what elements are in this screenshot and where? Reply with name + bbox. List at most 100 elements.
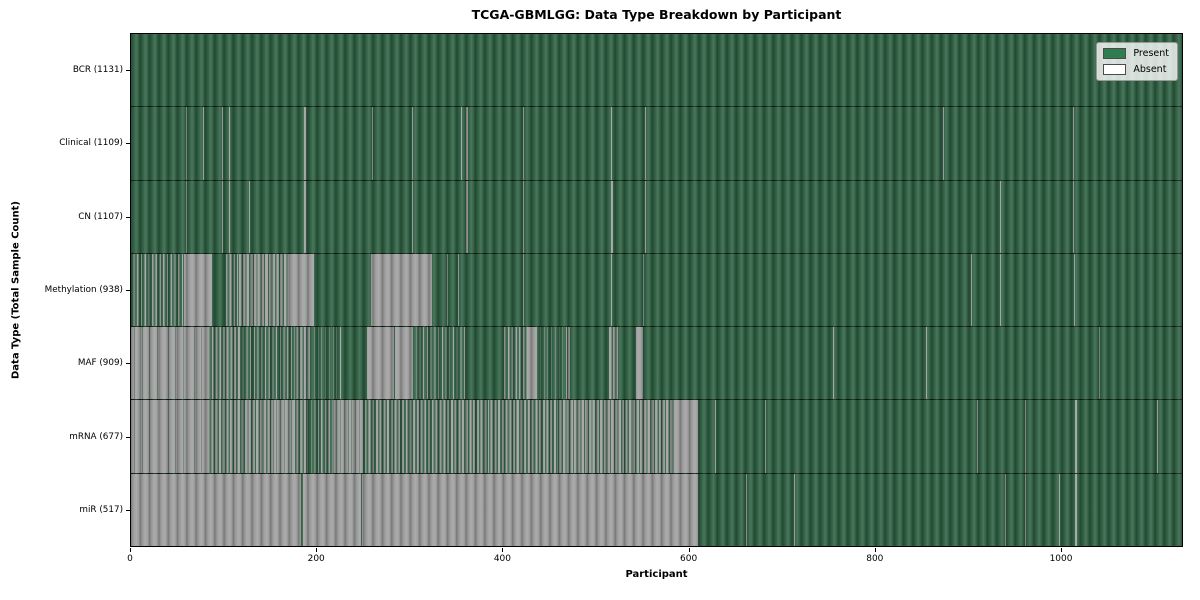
legend-item-present: Present	[1103, 48, 1169, 59]
absent-segment	[371, 107, 373, 180]
absent-segment	[465, 180, 469, 253]
x-tick-mark	[502, 548, 504, 552]
chart-title: TCGA-GBMLGG: Data Type Breakdown by Part…	[471, 7, 842, 22]
x-tick-mark	[1061, 548, 1063, 552]
mixed-segment	[295, 327, 312, 400]
legend-absent-label: Absent	[1133, 64, 1167, 75]
absent-segment	[302, 473, 362, 546]
absent-segment	[288, 253, 315, 327]
absent-segment	[943, 107, 945, 180]
present-swatch	[1103, 48, 1127, 59]
x-axis-title: Participant	[625, 569, 688, 580]
absent-segment	[794, 473, 796, 546]
row-CN	[131, 180, 1182, 254]
mixed-segment	[607, 327, 618, 400]
mixed-segment	[209, 327, 240, 400]
mixed-segment	[311, 327, 341, 400]
x-tick-mark	[316, 548, 318, 552]
mixed-segment	[307, 400, 319, 473]
y-tick-mark	[126, 290, 130, 291]
absent-segment	[458, 253, 460, 327]
absent-segment	[303, 107, 306, 180]
legend-item-absent: Absent	[1103, 64, 1169, 75]
plot-area: Present Absent	[130, 33, 1183, 547]
absent-segment	[222, 107, 224, 180]
mixed-segment	[437, 400, 489, 473]
absent-segment	[1099, 327, 1101, 400]
mixed-segment	[295, 400, 308, 473]
absent-segment	[643, 253, 645, 327]
x-tick-label-0: 0	[127, 554, 133, 564]
absent-segment	[523, 180, 525, 253]
absent-segment	[131, 473, 302, 546]
absent-segment	[1004, 473, 1006, 546]
mixed-segment	[239, 400, 274, 473]
y-tick-label-BCR: BCR (1131)	[72, 64, 123, 75]
row-miR	[131, 473, 1182, 546]
mixed-segment	[131, 253, 184, 327]
x-tick-label-800: 800	[866, 554, 884, 564]
y-tick-label-MAF: MAF (909)	[77, 358, 123, 369]
absent-segment	[527, 327, 538, 400]
absent-segment	[611, 253, 613, 327]
mixed-segment	[131, 327, 210, 400]
x-tick-label-1000: 1000	[1049, 554, 1073, 564]
x-tick-label-400: 400	[493, 554, 511, 564]
row-mRNA	[131, 400, 1182, 474]
y-tick-mark	[126, 436, 130, 438]
row-Methylation	[131, 253, 1182, 328]
absent-segment	[228, 107, 230, 180]
x-tick-mark	[874, 548, 876, 552]
y-tick-mark	[126, 69, 130, 71]
absent-segment	[746, 473, 748, 546]
mixed-segment	[237, 253, 289, 327]
y-tick-label-Clinical: Clinical (1109)	[59, 138, 123, 149]
y-tick-mark	[126, 216, 130, 218]
absent-swatch	[1103, 64, 1127, 75]
absent-segment	[764, 400, 766, 473]
mixed-segment	[537, 327, 568, 400]
absent-segment	[925, 327, 927, 400]
legend: Present Absent	[1096, 42, 1178, 81]
absent-segment	[411, 107, 413, 180]
y-tick-label-mRNA: mRNA (677)	[69, 431, 123, 442]
mixed-segment	[239, 327, 296, 400]
absent-segment	[446, 253, 448, 327]
x-tick-mark	[688, 548, 690, 552]
absent-segment	[460, 107, 462, 180]
absent-segment	[222, 180, 224, 253]
row-MAF	[131, 327, 1182, 401]
absent-segment	[394, 327, 414, 400]
absent-segment	[714, 400, 716, 473]
absent-segment	[832, 327, 834, 400]
y-tick-mark	[126, 510, 130, 512]
heatmap-rows	[131, 34, 1182, 546]
absent-segment	[567, 327, 570, 400]
absent-segment	[1075, 400, 1077, 473]
mixed-segment	[488, 400, 559, 473]
absent-segment	[1074, 253, 1076, 327]
mixed-segment	[318, 400, 333, 473]
absent-segment	[466, 107, 469, 180]
absent-segment	[411, 180, 413, 253]
y-tick-mark	[126, 143, 130, 145]
y-tick-label-Methylation: Methylation (938)	[44, 285, 123, 295]
absent-segment	[303, 180, 306, 253]
absent-segment	[1024, 400, 1026, 473]
absent-segment	[185, 107, 187, 180]
absent-segment	[999, 180, 1001, 253]
legend-present-label: Present	[1133, 48, 1169, 59]
absent-segment	[610, 180, 614, 253]
absent-segment	[523, 107, 525, 180]
absent-segment	[183, 253, 212, 327]
mixed-segment	[332, 400, 364, 473]
absent-segment	[202, 107, 204, 180]
mixed-segment	[413, 327, 466, 400]
absent-segment	[1073, 107, 1075, 180]
mixed-segment	[558, 400, 624, 473]
absent-segment	[362, 473, 698, 546]
mixed-segment	[209, 400, 240, 473]
y-tick-mark	[126, 363, 130, 365]
absent-segment	[644, 107, 646, 180]
